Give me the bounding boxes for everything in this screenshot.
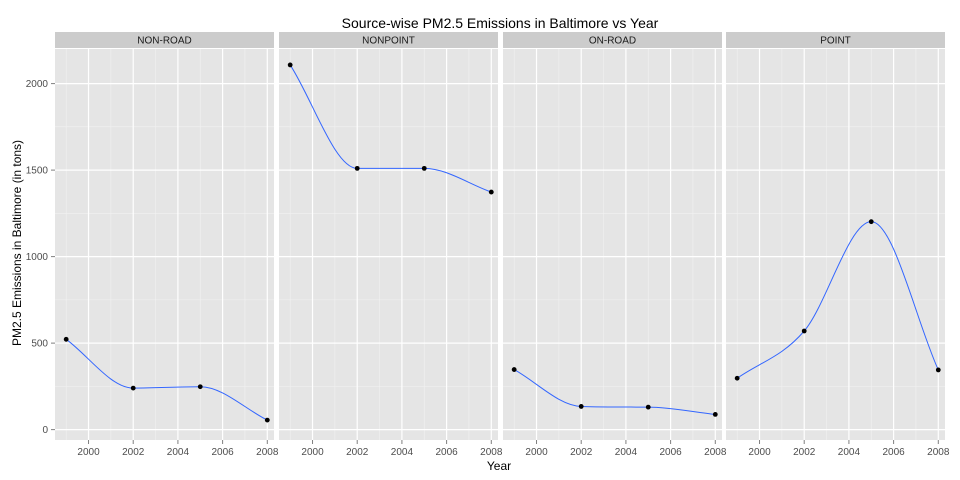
x-tick-label: 2000 <box>525 447 548 458</box>
x-tick-label: 2008 <box>704 447 727 458</box>
data-point <box>63 336 69 342</box>
panel-background <box>55 49 274 440</box>
facet-strip-label: POINT <box>820 36 851 47</box>
x-tick-label: 2004 <box>838 447 861 458</box>
facet-panel-on-road: ON-ROAD 2000 2002 2004 2006 2008 <box>503 32 727 458</box>
x-tick-label: 2002 <box>122 447 145 458</box>
x-tick-label: 2008 <box>927 447 950 458</box>
x-tick-label: 2006 <box>435 447 458 458</box>
data-point <box>645 404 651 410</box>
data-point <box>712 411 718 417</box>
facet-strip-label: NONPOINT <box>362 36 415 47</box>
data-point <box>354 165 360 171</box>
facet-strip <box>726 32 945 48</box>
x-tick-label: 2000 <box>77 447 100 458</box>
x-tick-label: 2002 <box>346 447 369 458</box>
data-point <box>935 367 941 373</box>
facet-strip <box>55 32 274 48</box>
facet-strip <box>279 32 498 48</box>
panel-background <box>279 49 498 440</box>
data-point <box>130 385 136 391</box>
data-point <box>488 189 494 195</box>
panel-background <box>726 49 945 440</box>
x-tick-label: 2000 <box>748 447 771 458</box>
facet-strip-label: ON-ROAD <box>589 36 636 47</box>
series-line <box>736 221 939 379</box>
facet-strip <box>503 32 722 48</box>
series-line <box>65 338 268 421</box>
x-tick-label: 2006 <box>659 447 682 458</box>
data-point <box>801 328 807 334</box>
data-point <box>264 417 270 423</box>
y-tick-label: 500 <box>31 339 48 350</box>
x-tick-label: 2008 <box>256 447 279 458</box>
data-point <box>197 384 203 390</box>
y-tick-label: 0 <box>42 425 48 436</box>
y-tick-label: 2000 <box>26 79 49 90</box>
y-tick-label: 1000 <box>26 252 49 263</box>
y-axis-title: PM2.5 Emissions in Baltimore (in tons) <box>10 140 24 346</box>
data-point <box>578 404 584 409</box>
chart-title: Source-wise PM2.5 Emissions in Baltimore… <box>342 15 659 31</box>
x-axis-title: Year <box>487 459 511 473</box>
y-axis: 0 500 1000 1500 2000 <box>26 79 55 436</box>
x-tick-label: 2004 <box>391 447 414 458</box>
facet-panel-nonpoint: NONPOINT 2000 2002 2004 2006 2008 <box>279 32 503 458</box>
x-tick-label: 2004 <box>167 447 190 458</box>
facet-panels: NON-ROAD 2000 2002 2004 2006 2008 NONPOINT 2000… <box>55 32 950 458</box>
series-line <box>513 369 716 415</box>
data-point <box>734 375 740 381</box>
data-point <box>421 165 427 171</box>
x-tick-label: 2004 <box>615 447 638 458</box>
facet-panel-point: POINT 2000 2002 2004 2006 2008 <box>726 32 950 458</box>
facet-panel-non-road: NON-ROAD 2000 2002 2004 2006 2008 <box>55 32 279 458</box>
x-tick-label: 2002 <box>793 447 816 458</box>
facet-strip-label: NON-ROAD <box>137 36 191 47</box>
x-tick-label: 2006 <box>882 447 905 458</box>
series-line <box>289 64 492 193</box>
x-tick-label: 2006 <box>211 447 234 458</box>
panel-background <box>503 49 722 440</box>
data-point <box>287 62 293 68</box>
data-point <box>511 367 517 372</box>
x-tick-label: 2000 <box>301 447 324 458</box>
x-tick-label: 2008 <box>480 447 503 458</box>
x-tick-label: 2002 <box>570 447 593 458</box>
data-point <box>868 219 874 225</box>
y-tick-label: 1500 <box>26 166 49 177</box>
